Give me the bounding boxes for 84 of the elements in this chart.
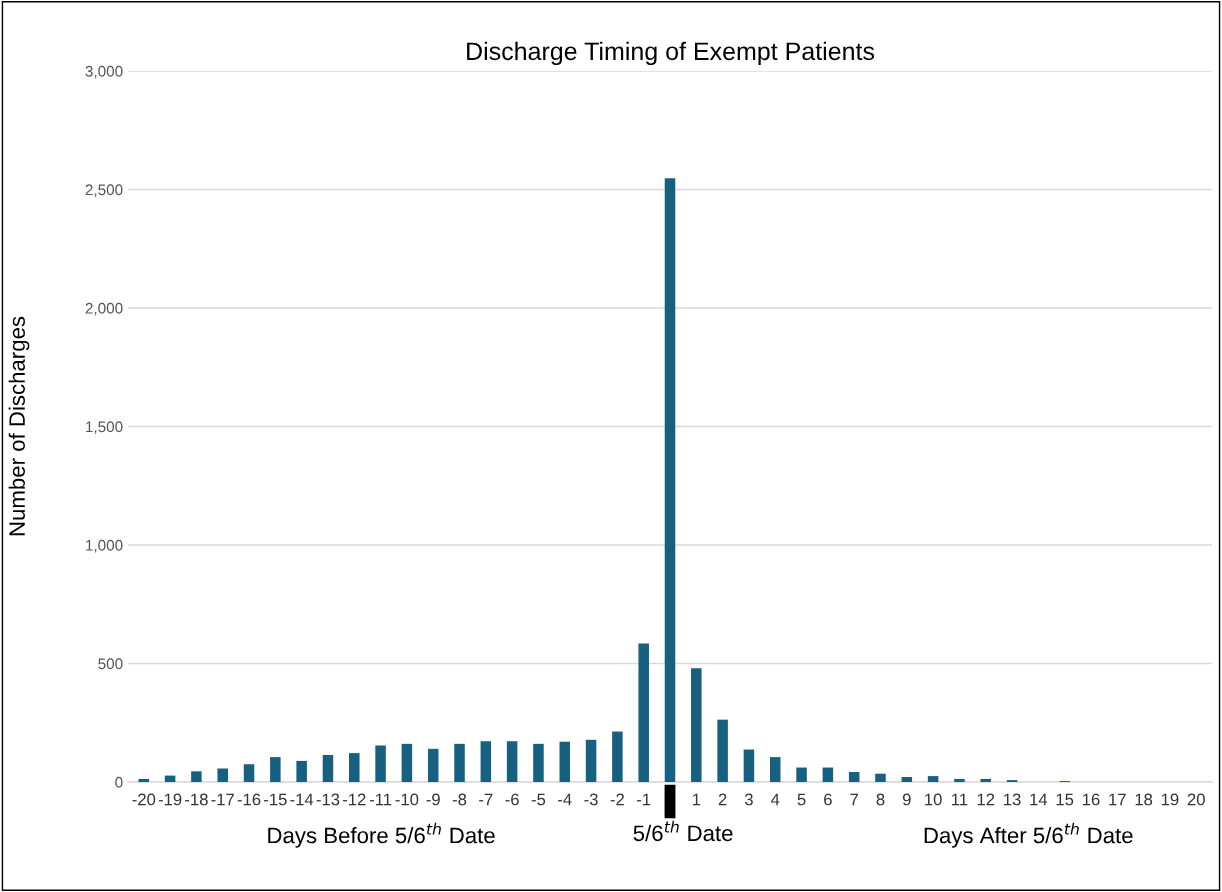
- x-tick-label: 7: [850, 793, 858, 806]
- bar: [191, 771, 202, 782]
- bar: [375, 745, 386, 782]
- x-tick-label: -11: [369, 793, 392, 806]
- x-tick-label: -1: [637, 793, 651, 806]
- x-tick-label: -7: [479, 793, 493, 806]
- x-tick-label: -20: [132, 793, 156, 806]
- bar: [401, 743, 413, 782]
- bar: [270, 757, 281, 782]
- bar: [769, 757, 781, 782]
- text: Days After 5/6$^{th}$ Date: [924, 822, 1133, 848]
- x-tick-label: -3: [584, 793, 598, 806]
- x-tick-label: 13: [1004, 793, 1021, 806]
- x-tick-label: 18: [1135, 793, 1153, 806]
- x-tick-label: 3: [744, 793, 753, 806]
- bar: [954, 778, 965, 782]
- bar: [427, 748, 439, 782]
- x-tick-label: -12: [342, 793, 366, 806]
- x-tick-label: -14: [290, 793, 314, 806]
- bar: [217, 768, 228, 782]
- x-tick-label: 17: [1109, 793, 1126, 806]
- x-tick-label: -2: [610, 793, 624, 806]
- text: Days Before 5/6$^{th}$ Date: [268, 822, 495, 848]
- bar: [585, 739, 597, 782]
- bar: [717, 719, 728, 782]
- x-tick-label: -4: [558, 793, 572, 806]
- bar: [743, 749, 755, 782]
- text: 5/6$^{th}$ Date: [633, 820, 733, 842]
- x-tick-label: 4: [770, 793, 780, 806]
- x-tick-label: 9: [902, 793, 911, 806]
- x-tick-label: -19: [158, 793, 182, 806]
- y-tick-label: 3,000: [85, 65, 123, 79]
- x-tick-label: -17: [211, 793, 234, 806]
- x-tick-label: -18: [185, 793, 208, 806]
- bar: [533, 743, 544, 782]
- x-tick-label: 19: [1161, 793, 1179, 806]
- x-tick-label: 10: [925, 793, 942, 806]
- x-tick-label: 12: [977, 793, 995, 806]
- bar: [322, 754, 334, 782]
- y-tick-label: 2,000: [85, 302, 123, 316]
- bar: [612, 731, 623, 782]
- x-tick-label: 15: [1056, 793, 1074, 806]
- chart-title: Discharge Timing of Exempt Patients: [467, 41, 875, 66]
- x-tick-label: 8: [876, 793, 885, 806]
- x-tick-label: 16: [1082, 793, 1100, 806]
- y-axis-title: Number of Discharges: [8, 316, 30, 536]
- x-tick-label: 2: [718, 793, 727, 806]
- x-tick-label: 14: [1030, 793, 1048, 806]
- bar: [638, 643, 649, 782]
- x-tick-label: 20: [1187, 793, 1205, 806]
- x-tick-label: -10: [395, 793, 419, 806]
- bar: [138, 778, 150, 782]
- bar: [559, 741, 571, 782]
- x-tick-label: 1: [692, 793, 701, 806]
- y-tick-label: 1,000: [86, 539, 123, 553]
- bar: [164, 775, 176, 782]
- x-tick-label: -5: [531, 793, 546, 806]
- x-tick-label: 11: [952, 793, 968, 806]
- bar: [822, 767, 834, 782]
- bar: [296, 760, 307, 782]
- x-tick-label: 5: [797, 793, 806, 806]
- bar: [480, 741, 492, 782]
- bar: [691, 668, 702, 782]
- bar: [454, 743, 465, 782]
- bar: [980, 778, 991, 782]
- bar: [901, 777, 913, 782]
- bar: [349, 753, 360, 782]
- x-tick-label: -8: [452, 793, 467, 806]
- y-tick-label: 500: [98, 658, 123, 670]
- y-tick-label: 0: [115, 776, 123, 788]
- x-tick-label: -13: [316, 793, 340, 806]
- x-tick-label: -15: [264, 793, 287, 806]
- bar: [796, 767, 807, 782]
- y-tick-label: 2,500: [85, 184, 123, 197]
- y-tick-label: 1,500: [86, 421, 123, 434]
- bar: [243, 764, 255, 782]
- bar: [875, 773, 886, 782]
- x-tick-label: 6: [824, 793, 832, 806]
- bar: [927, 776, 939, 782]
- x-tick-label: -9: [426, 793, 440, 806]
- x-tick-label: -6: [505, 793, 519, 806]
- bar: [506, 741, 518, 782]
- bar: [848, 772, 860, 782]
- x-tick-label: -16: [237, 793, 261, 806]
